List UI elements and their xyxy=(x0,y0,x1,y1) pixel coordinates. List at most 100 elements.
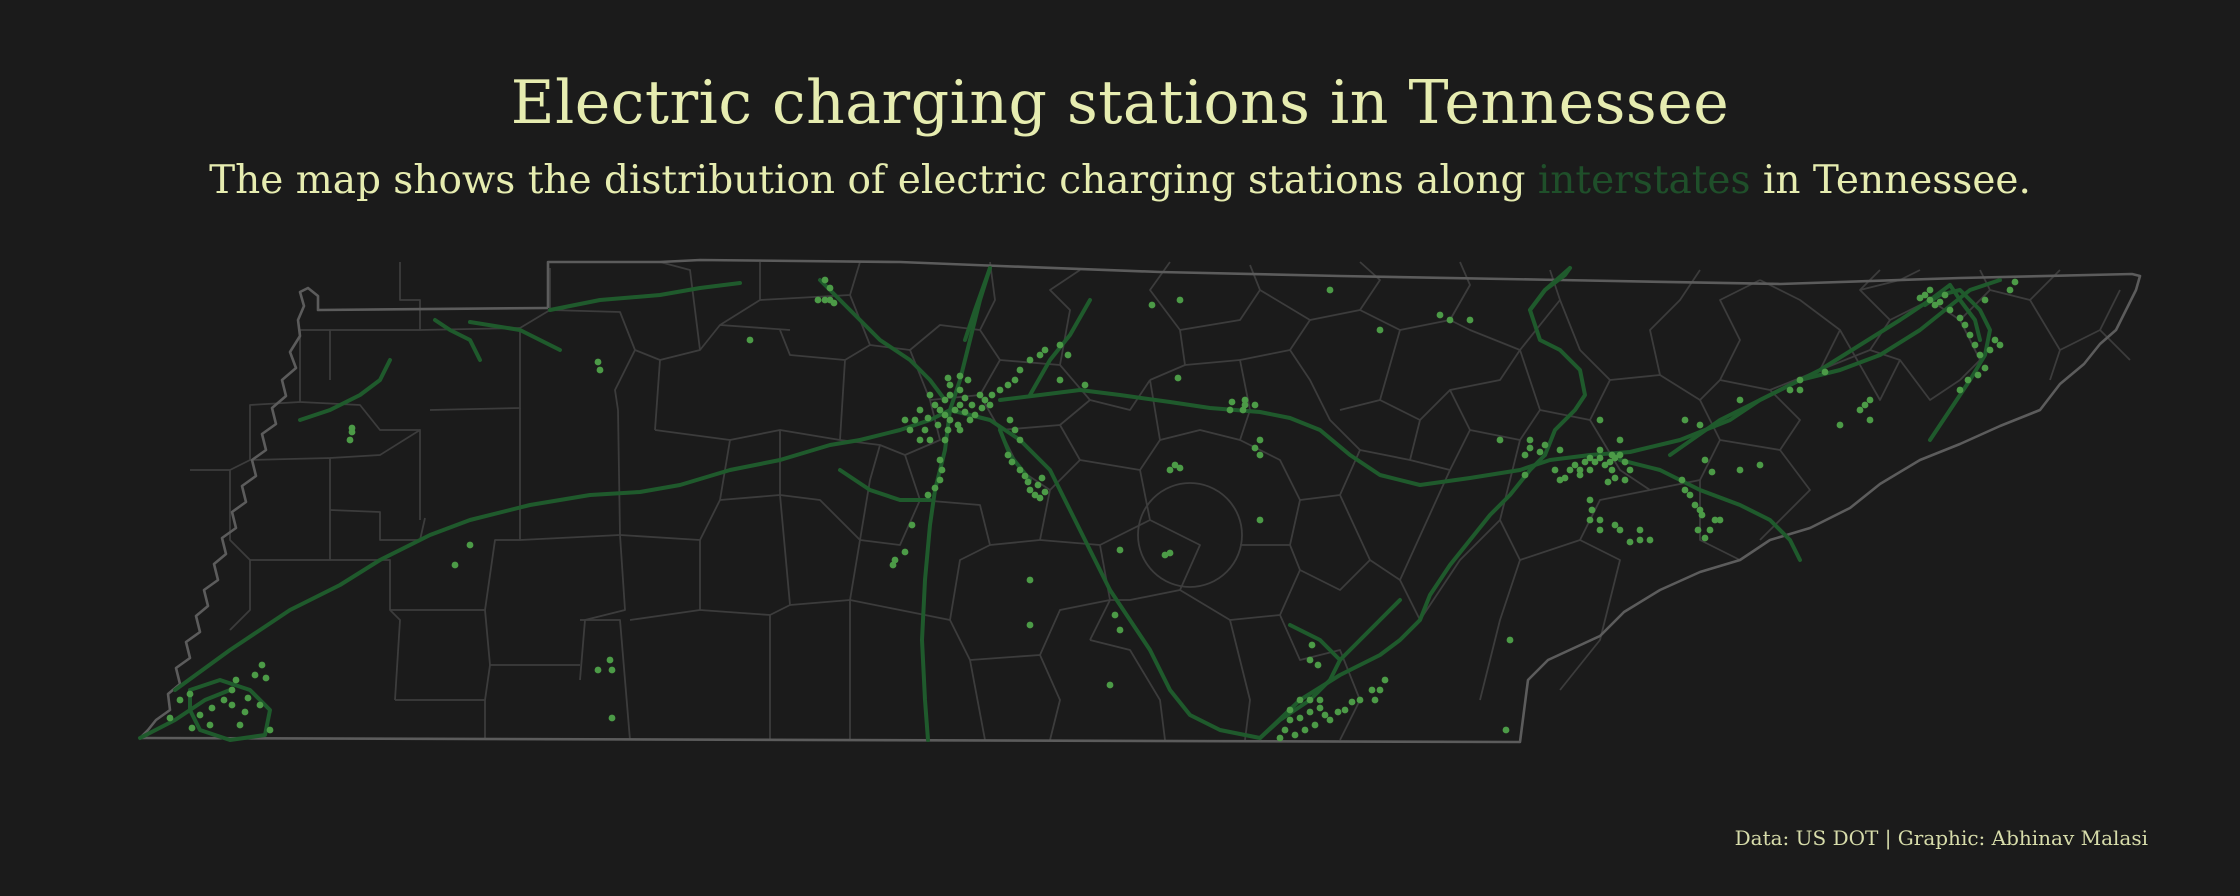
charging-station-dot xyxy=(1866,396,1874,404)
charging-station-dot xyxy=(1034,481,1042,489)
charging-station-dot xyxy=(1571,461,1579,469)
charging-station-dot xyxy=(1701,456,1709,464)
charging-station-dot xyxy=(1541,441,1549,449)
charging-station-dot xyxy=(1974,371,1982,379)
interstate-i40-memphis-loop xyxy=(188,678,272,742)
charging-station-dot xyxy=(1956,314,1964,322)
charging-station-dot xyxy=(1334,708,1342,716)
charging-station-dot xyxy=(1256,516,1264,524)
interstate-i26 xyxy=(1923,288,1992,442)
charging-station-dot xyxy=(1008,458,1016,466)
charging-station-dot xyxy=(976,391,984,399)
interstate-i40-nash-memphis-merge xyxy=(838,468,932,502)
charging-station-dot xyxy=(1506,636,1514,644)
charging-station-dot xyxy=(916,406,924,414)
charging-station-dot xyxy=(1026,621,1034,629)
charging-station-dot xyxy=(1971,341,1979,349)
charging-station-dot xyxy=(1596,446,1604,454)
charging-station-dot xyxy=(1926,286,1934,294)
charging-station-dot xyxy=(931,484,939,492)
charging-station-dot xyxy=(981,396,989,404)
charging-station-dot xyxy=(1708,468,1716,476)
charging-station-dot xyxy=(936,476,944,484)
charging-station-dot xyxy=(1711,516,1719,524)
charging-station-dot xyxy=(1036,494,1044,502)
charging-station-dot xyxy=(1921,291,1929,299)
charging-station-dot xyxy=(1171,461,1179,469)
charging-station-dot xyxy=(1586,496,1594,504)
subtitle-text-before: The map shows the distribution of electr… xyxy=(209,158,1538,203)
charging-station-dot xyxy=(1636,536,1644,544)
charging-station-dot xyxy=(1586,454,1594,462)
charging-station-dot xyxy=(1256,436,1264,444)
charging-station-dot xyxy=(188,724,196,732)
charging-station-dot xyxy=(1981,364,1989,372)
charging-station-dot xyxy=(1026,576,1034,584)
charging-station-dot xyxy=(988,391,996,399)
interstate-i24-chatt xyxy=(1258,623,1342,740)
charging-station-dot xyxy=(1036,351,1044,359)
interstate-i24-hwy xyxy=(1338,598,1402,662)
charging-station-dot xyxy=(1526,436,1534,444)
charging-station-dot xyxy=(220,696,228,704)
charging-station-dot xyxy=(1368,686,1376,694)
interstate-i55-memphis xyxy=(138,688,232,740)
charging-station-dot xyxy=(821,296,829,304)
charging-station-dot xyxy=(1011,426,1019,434)
charging-station-dot xyxy=(1604,478,1612,486)
charging-station-dot xyxy=(956,372,964,380)
charging-station-dot xyxy=(1556,476,1564,484)
charging-station-dot xyxy=(1586,466,1594,474)
charging-station-dot xyxy=(921,426,929,434)
charging-station-dot xyxy=(1981,296,1989,304)
charging-station-dot xyxy=(1111,611,1119,619)
charging-station-dot xyxy=(1311,721,1319,729)
charging-station-dot xyxy=(1301,726,1309,734)
charging-station-dot xyxy=(1251,401,1259,409)
charging-station-dot xyxy=(1706,526,1714,534)
charging-station-dot xyxy=(1286,706,1294,714)
charging-station-dot xyxy=(1226,406,1234,414)
charging-station-dot xyxy=(1961,321,1969,329)
charging-station-dot xyxy=(206,721,214,729)
charging-station-dot xyxy=(1926,296,1934,304)
county-boundaries xyxy=(190,261,2131,741)
charging-station-dot xyxy=(594,666,602,674)
charging-station-dot xyxy=(1821,368,1829,376)
map-title: Electric charging stations in Tennessee xyxy=(510,68,1730,138)
interstate-i26-north xyxy=(1948,283,1982,342)
charging-station-dot xyxy=(908,521,916,529)
interstate-i24-to-clarksville xyxy=(818,278,947,402)
charging-station-dot xyxy=(1436,311,1444,319)
charging-station-dot xyxy=(346,436,354,444)
charging-station-dot xyxy=(1576,471,1584,479)
charging-station-dot xyxy=(1691,501,1699,509)
charging-station-dot xyxy=(1064,351,1072,359)
charging-station-dot xyxy=(1241,396,1249,404)
charging-station-dot xyxy=(1291,731,1299,739)
interstate-i75-to-ky xyxy=(1528,266,1572,312)
charging-station-dot xyxy=(1596,526,1604,534)
charging-station-dot xyxy=(1286,716,1294,724)
interstate-i155 xyxy=(433,318,482,362)
charging-station-dot xyxy=(1964,376,1972,384)
charging-station-dot xyxy=(1591,458,1599,466)
charging-station-dot xyxy=(944,374,952,382)
charging-station-dot xyxy=(1026,486,1034,494)
charging-station-dot xyxy=(466,541,474,549)
charging-station-dot xyxy=(1681,486,1689,494)
charging-station-dot xyxy=(1698,511,1706,519)
charging-station-dot xyxy=(1011,376,1019,384)
charging-station-dot xyxy=(1276,734,1284,742)
charging-station-dot xyxy=(1616,526,1624,534)
charging-station-dot xyxy=(830,299,838,307)
charging-station-dot xyxy=(961,394,969,402)
charging-station-dot xyxy=(1024,478,1032,486)
charging-station-dot xyxy=(1796,376,1804,384)
charging-station-dot xyxy=(964,376,972,384)
interstates-layer xyxy=(138,266,2002,742)
charging-station-dot xyxy=(1626,466,1634,474)
charging-station-dot xyxy=(1306,656,1314,664)
charging-station-dot xyxy=(1446,316,1454,324)
